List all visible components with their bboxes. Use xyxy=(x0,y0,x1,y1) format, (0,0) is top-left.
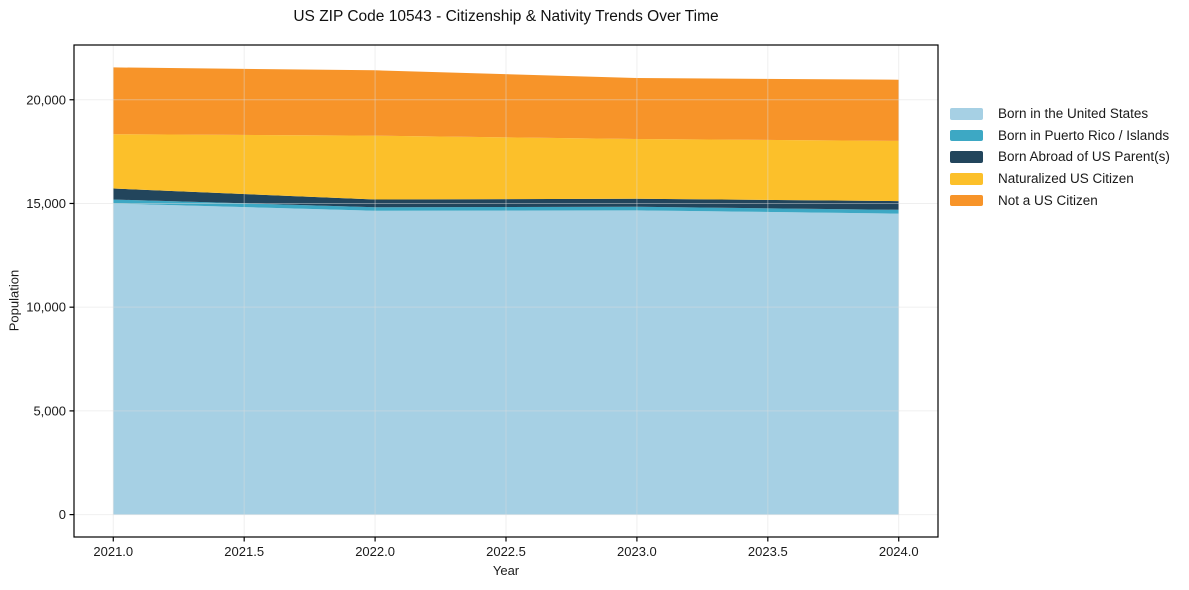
legend-swatch xyxy=(950,108,983,120)
area-3 xyxy=(113,134,899,202)
area-4 xyxy=(113,67,899,141)
y-tick-label: 5,000 xyxy=(33,403,66,418)
y-tick-label: 0 xyxy=(59,507,66,522)
x-axis-label: Year xyxy=(492,563,520,578)
chart-title: US ZIP Code 10543 - Citizenship & Nativi… xyxy=(293,8,719,25)
y-tick-label: 15,000 xyxy=(26,196,66,211)
area-0 xyxy=(113,203,899,515)
x-tick-label: 2021.5 xyxy=(224,544,264,559)
legend-label: Not a US Citizen xyxy=(998,192,1098,208)
legend-item-3: Naturalized US Citizen xyxy=(950,168,1170,190)
legend-label: Born in the United States xyxy=(998,106,1149,121)
legend: Born in the United States Born in Puerto … xyxy=(950,103,1170,211)
x-tick-label: 2024.0 xyxy=(879,544,919,559)
legend-item-1: Born in Puerto Rico / Islands xyxy=(950,125,1170,147)
area-2 xyxy=(113,188,899,210)
y-tick-label: 10,000 xyxy=(26,300,66,315)
x-tick-label: 2021.0 xyxy=(93,544,133,559)
x-tick-label: 2023.0 xyxy=(617,544,657,559)
legend-item-2: Born Abroad of US Parent(s) xyxy=(950,146,1170,168)
legend-swatch xyxy=(950,129,983,142)
legend-swatch xyxy=(950,151,983,163)
legend-label: Born Abroad of US Parent(s) xyxy=(998,149,1170,165)
legend-item-4: Not a US Citizen xyxy=(950,190,1170,212)
y-tick-label: 20,000 xyxy=(26,92,66,107)
legend-swatch xyxy=(950,194,983,207)
x-tick-label: 2023.5 xyxy=(748,544,788,559)
x-tick-label: 2022.5 xyxy=(486,544,526,559)
legend-label: Born in Puerto Rico / Islands xyxy=(998,127,1170,143)
area-1 xyxy=(113,199,899,214)
legend-swatch xyxy=(950,173,983,185)
legend-item-0: Born in the United States xyxy=(950,103,1170,125)
x-tick-label: 2022.0 xyxy=(355,544,395,559)
legend-label: Naturalized US Citizen xyxy=(998,171,1134,187)
